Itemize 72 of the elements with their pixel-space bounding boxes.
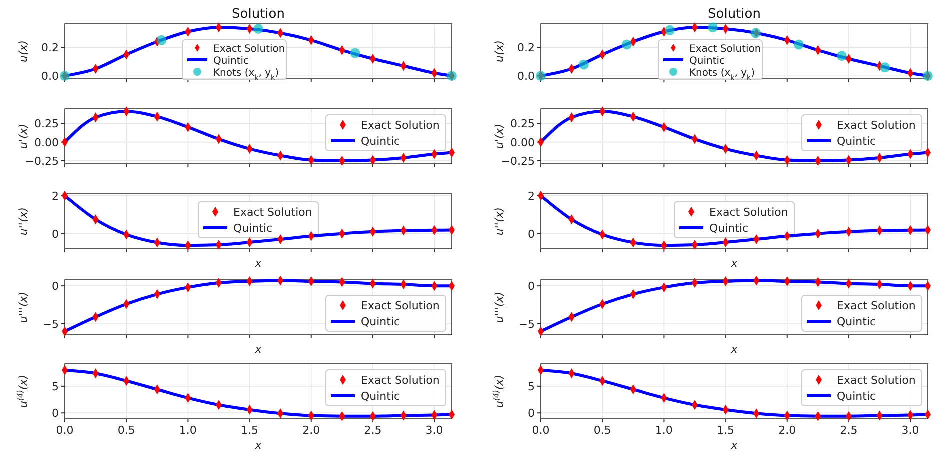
- y-axis-title: u(x): [493, 40, 506, 63]
- legend-label: Knots (x$_{k}$, y$_{k}$): [214, 68, 280, 82]
- x-tick-label: 2.0: [302, 424, 320, 437]
- x-axis-title: x: [730, 343, 738, 356]
- x-axis-title: x: [254, 257, 262, 270]
- legend-label: Quintic: [214, 56, 250, 67]
- legend-label: Exact Solution: [837, 374, 916, 387]
- legend-label: Exact Solution: [690, 44, 762, 55]
- y-tick-label: 0.2: [518, 42, 535, 55]
- y-tick-label: 0: [52, 407, 59, 420]
- x-axis-title: x: [254, 439, 262, 452]
- y-tick-label: 0.25: [510, 118, 535, 131]
- y-tick-label: 5: [528, 380, 535, 394]
- y-tick-label: −0.25: [25, 155, 59, 168]
- legend-label: Exact Solution: [214, 44, 286, 55]
- legend-label: Exact Solution: [837, 300, 916, 312]
- y-tick-label: 0.0: [42, 70, 59, 84]
- y-axis-title: u'''(x): [493, 292, 506, 324]
- chart-title: Solution: [232, 7, 285, 22]
- legend-label: Exact Solution: [361, 119, 440, 132]
- y-tick-label: 0: [528, 228, 535, 241]
- legend-label: Quintic: [837, 316, 876, 328]
- legend-label: Exact Solution: [361, 374, 440, 387]
- y-tick-label: 0: [52, 228, 59, 241]
- y-axis-title: u(x): [17, 40, 30, 63]
- legend-label: Quintic: [361, 390, 400, 403]
- y-tick-label: 0.00: [34, 136, 59, 150]
- legend-label: Quintic: [837, 390, 876, 403]
- y-axis-title: u''(x): [493, 207, 506, 236]
- chart-title: Solution: [708, 7, 761, 22]
- y-tick-label: 0.0: [518, 70, 535, 84]
- legend-label: Quintic: [837, 135, 876, 148]
- legend-label: Quintic: [690, 56, 726, 67]
- legend-label: Exact Solution: [837, 119, 916, 132]
- y-tick-label: 2: [52, 190, 59, 203]
- x-tick-label: 3.0: [902, 424, 920, 437]
- x-tick-label: 1.5: [717, 424, 735, 437]
- x-tick-label: 2.5: [840, 424, 858, 437]
- x-tick-label: 2.5: [364, 424, 382, 437]
- legend-label: Quintic: [234, 222, 273, 235]
- y-tick-label: 0.00: [510, 136, 535, 150]
- y-axis-title: u'(x): [493, 124, 506, 150]
- y-tick-label: 2: [528, 190, 535, 203]
- y-tick-label: 0.2: [42, 42, 59, 55]
- x-tick-label: 0.5: [118, 424, 136, 437]
- x-tick-label: 3.0: [426, 424, 444, 437]
- y-axis-title: u'''(x): [17, 292, 30, 324]
- y-tick-label: 0.25: [34, 118, 59, 131]
- legend-label: Exact Solution: [361, 300, 440, 312]
- y-tick-label: 0: [52, 280, 59, 294]
- legend-label: Quintic: [710, 222, 749, 235]
- legend-label: Knots (x$_{k}$, y$_{k}$): [690, 68, 756, 82]
- y-tick-label: 5: [52, 380, 59, 394]
- legend-label: Exact Solution: [710, 206, 788, 219]
- x-tick-label: 1.5: [241, 424, 259, 437]
- x-tick-label: 1.0: [655, 424, 673, 437]
- y-tick-label: −0.25: [501, 155, 535, 168]
- legend-label: Exact Solution: [234, 206, 312, 219]
- legend-label: Quintic: [361, 135, 400, 148]
- x-axis-title: x: [254, 343, 262, 356]
- y-tick-label: −5: [42, 318, 59, 331]
- x-axis-title: x: [730, 257, 738, 270]
- x-tick-label: 2.0: [778, 424, 796, 437]
- y-tick-label: 0: [528, 280, 535, 294]
- legend-label: Quintic: [361, 316, 400, 328]
- x-tick-label: 0.5: [594, 424, 612, 437]
- x-tick-label: 1.0: [179, 424, 197, 437]
- y-tick-label: −5: [518, 318, 535, 331]
- y-axis-title: u''(x): [17, 207, 30, 236]
- y-tick-label: 0: [528, 407, 535, 420]
- y-axis-title: u'(x): [17, 124, 30, 150]
- x-axis-title: x: [730, 439, 738, 452]
